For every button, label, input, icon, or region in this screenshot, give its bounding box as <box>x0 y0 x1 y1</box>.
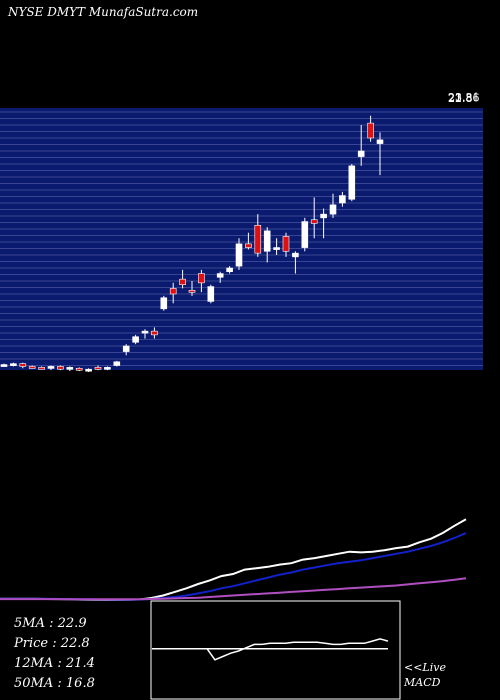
candle-body <box>169 288 177 295</box>
macd-frame <box>150 600 401 700</box>
candle-body <box>104 367 111 370</box>
candle-body <box>226 267 233 273</box>
stat-value: 16.8 <box>65 676 95 691</box>
candle-body <box>282 236 290 252</box>
candle-body <box>329 204 337 215</box>
candle-body <box>75 367 83 371</box>
moving-average-chart <box>0 518 467 601</box>
candle-body <box>235 243 243 267</box>
stat-value: 22.9 <box>57 616 87 631</box>
candle-body <box>85 368 92 372</box>
candle-body <box>310 219 318 224</box>
stat-12ma: 12MA : 21.4 <box>14 656 95 671</box>
stats-panel: 5MA : 22.9 Price : 22.8 12MA : 21.4 50MA… <box>14 614 95 694</box>
price-label: 21.86 <box>448 92 480 105</box>
stat-label: Price <box>14 636 49 651</box>
candle-body <box>320 213 327 219</box>
price-label: 23.31 <box>448 91 480 104</box>
chart-title: NYSE DMYT MunafaSutra.com <box>8 5 199 19</box>
stat-5ma: 5MA : 22.9 <box>14 616 87 631</box>
candle-body <box>376 139 384 144</box>
candle-body <box>301 221 309 248</box>
candle-body <box>132 336 139 343</box>
band-background <box>0 108 483 370</box>
candle-body <box>47 366 55 369</box>
macd-label: <<Live MACD <box>404 660 446 690</box>
candle-body <box>57 366 64 370</box>
candle-body <box>263 230 271 252</box>
stat-50ma: 50MA : 16.8 <box>14 676 95 691</box>
candle-body <box>141 330 149 334</box>
stat-label: 5MA <box>14 616 45 631</box>
stat-value: 21.4 <box>65 656 95 671</box>
price-band <box>0 108 483 370</box>
candle-body <box>160 297 168 310</box>
candle-body <box>198 273 205 284</box>
candle-body <box>245 243 252 248</box>
candle-body <box>188 289 196 293</box>
candle-body <box>122 345 130 352</box>
candle-body <box>339 195 346 204</box>
candle-body <box>19 363 27 367</box>
candle-body <box>10 363 17 366</box>
candle-body <box>207 286 215 302</box>
candle-body <box>0 364 8 367</box>
macd-chart <box>150 600 401 700</box>
stat-price: Price : 22.8 <box>14 636 90 651</box>
macd-live-label: <<Live <box>404 661 446 674</box>
ma-line-5ma <box>0 518 467 601</box>
candle-body <box>151 330 158 336</box>
candle-body <box>273 247 280 250</box>
ma-line-12ma <box>0 532 467 601</box>
candle-body <box>292 252 299 258</box>
candle-body <box>254 224 262 254</box>
candle-body <box>216 273 224 278</box>
macd-name-label: MACD <box>404 676 441 689</box>
candle-body <box>348 165 356 200</box>
price-label: 22.8 <box>448 92 473 105</box>
stat-label: 50MA <box>14 676 54 691</box>
candle-body <box>94 367 102 370</box>
candlestick-chart <box>0 115 384 372</box>
candle-body <box>367 122 374 139</box>
stat-value: 22.8 <box>60 636 90 651</box>
ma-line-50ma <box>0 577 467 601</box>
candle-body <box>66 367 74 370</box>
candle-body <box>38 367 45 370</box>
candle-body <box>113 361 121 366</box>
candle-body <box>179 278 186 286</box>
stat-label: 12MA <box>14 656 54 671</box>
candle-body <box>357 150 365 157</box>
candle-body <box>28 366 36 369</box>
